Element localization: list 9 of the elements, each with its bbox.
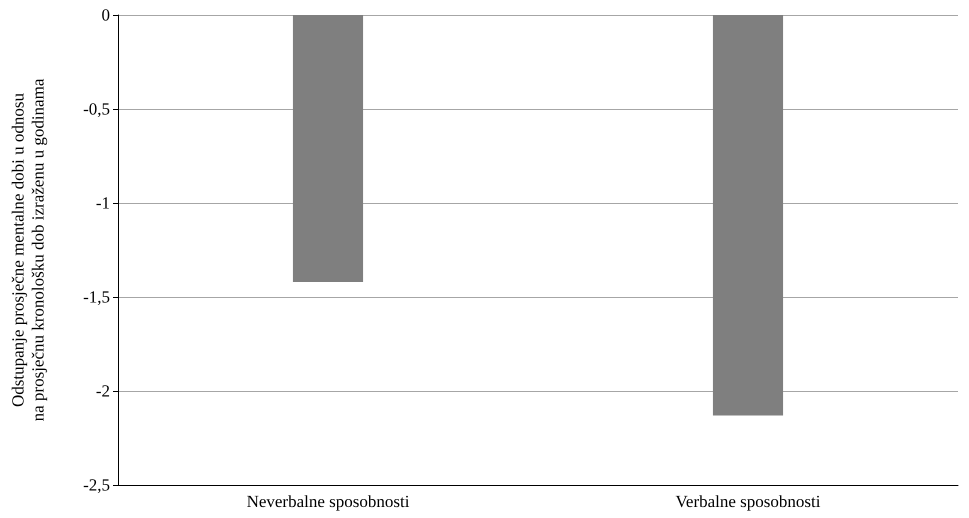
x-tick-label: Neverbalne sposobnosti bbox=[246, 492, 410, 511]
y-axis-title: Odstupanje prosječne mentalne dobi u odnosu na prosječnu kronološku dob izraženu u godinama bbox=[8, 78, 48, 422]
y-tick-label: -1,5 bbox=[83, 288, 110, 306]
y-tick-label: -0,5 bbox=[83, 100, 110, 118]
y-tick-label: -2,5 bbox=[83, 476, 110, 494]
y-tick-label: -2 bbox=[96, 382, 110, 400]
y-tick-label: -1 bbox=[96, 194, 110, 212]
x-tick-label: Verbalne sposobnosti bbox=[676, 492, 821, 511]
y-tick-label: 0 bbox=[102, 6, 110, 24]
